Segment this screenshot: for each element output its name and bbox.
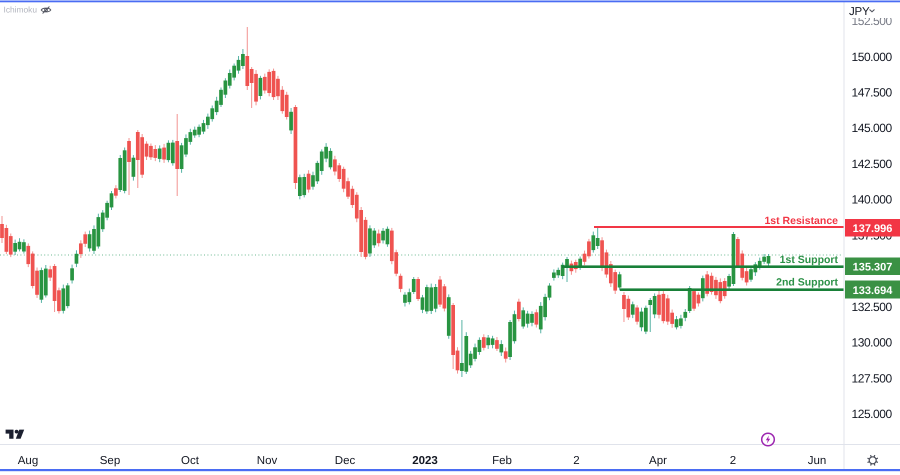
svg-text:Nov: Nov [257,455,278,467]
svg-text:127.500: 127.500 [852,371,893,385]
svg-text:140.000: 140.000 [852,193,893,207]
svg-text:Feb: Feb [492,455,512,467]
svg-text:Jun: Jun [808,455,827,467]
svg-text:2nd Support: 2nd Support [776,277,838,289]
svg-text:135.307: 135.307 [853,262,893,274]
svg-text:132.500: 132.500 [852,300,893,314]
svg-text:1st Support: 1st Support [780,254,839,266]
svg-text:147.500: 147.500 [852,86,893,100]
svg-text:2: 2 [573,455,579,467]
svg-text:2023: 2023 [412,455,438,467]
svg-text:130.000: 130.000 [852,336,893,350]
svg-text:125.000: 125.000 [852,407,893,421]
svg-text:145.000: 145.000 [852,121,893,135]
svg-text:133.694: 133.694 [853,285,894,297]
svg-text:Ichimoku: Ichimoku [4,5,38,15]
svg-text:1st Resistance: 1st Resistance [764,215,838,227]
svg-text:Sep: Sep [100,455,120,467]
svg-text:Apr: Apr [649,455,667,467]
svg-text:Dec: Dec [335,455,356,467]
svg-text:Aug: Aug [18,455,38,467]
svg-text:137.996: 137.996 [853,223,893,235]
svg-text:142.500: 142.500 [852,157,893,171]
svg-text:Oct: Oct [181,455,200,467]
svg-text:2: 2 [730,455,736,467]
svg-text:150.000: 150.000 [852,50,893,64]
svg-text:JPY: JPY [849,6,870,18]
